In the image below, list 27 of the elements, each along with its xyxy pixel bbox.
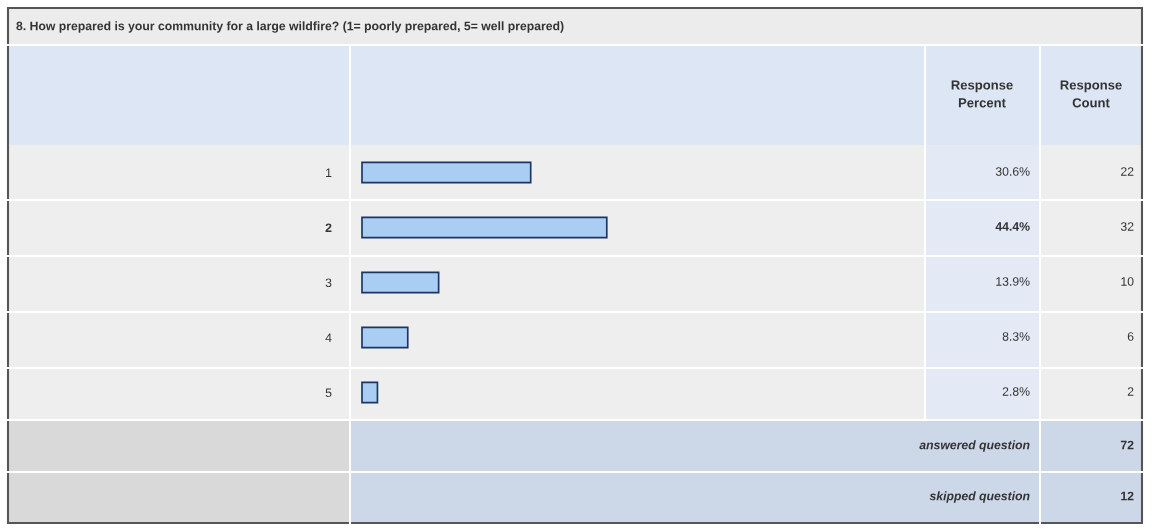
data-label: 30.6% [995,167,1030,176]
data-label: 2.8% [1002,387,1030,396]
bar [361,216,608,239]
text: Response Percent [951,80,1013,108]
text: 32 [1120,222,1134,231]
data-label: 13.9% [996,277,1030,286]
text: answered question [919,440,1030,452]
text: 2 [1127,387,1134,396]
text: 10 [1121,277,1134,286]
y-tick-label: 1 [326,168,332,177]
text: 12 [1121,491,1134,501]
text: skipped question [929,491,1030,503]
y-tick-label: 2 [325,223,332,232]
text: Response Count [1060,80,1122,108]
bar [361,161,532,184]
bar [361,326,409,349]
y-tick-label: 3 [325,278,332,288]
text: 6 [1127,332,1134,341]
data-label: 44.4% [995,222,1030,231]
y-tick-label: 5 [325,388,332,398]
text: 22 [1121,167,1134,176]
chart-title: 8. How prepared is your community for a large wildfire? (1= poorly prepared, 5= well prepared) [16,21,564,33]
data-label: 8.3% [1002,332,1030,341]
y-tick-label: 4 [325,333,332,342]
bar [361,271,440,294]
text: 72 [1120,440,1134,450]
bar [361,381,379,404]
